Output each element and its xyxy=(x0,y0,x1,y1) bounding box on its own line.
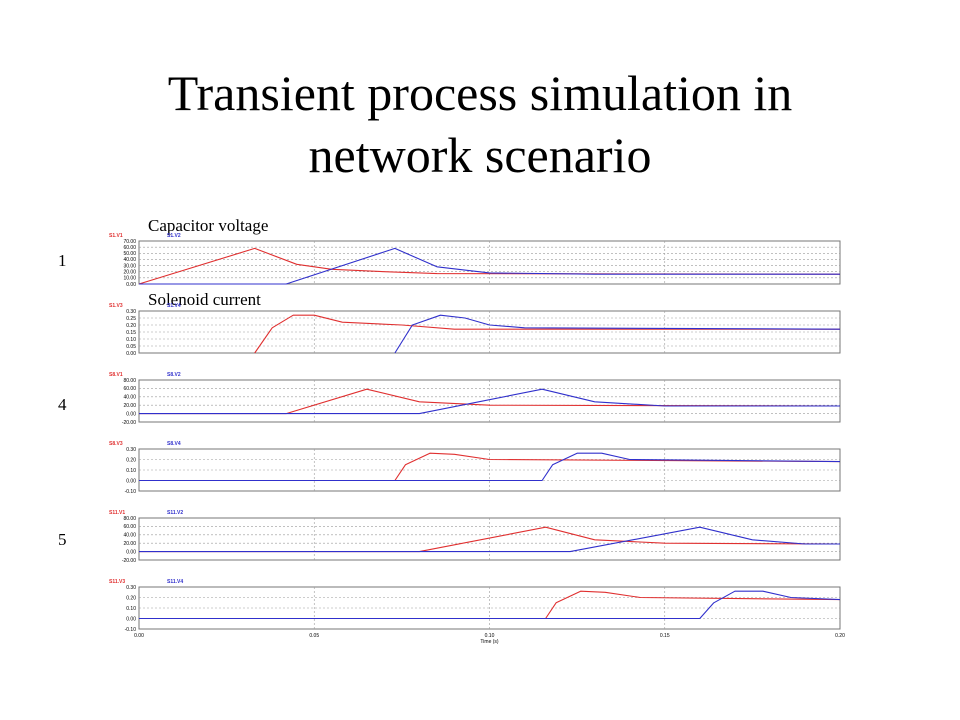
y-tick-label: 60.00 xyxy=(123,386,136,392)
y-tick-label: 0.00 xyxy=(126,549,136,555)
y-tick-label: -0.10 xyxy=(125,627,137,633)
y-tick-label: 0.10 xyxy=(126,468,136,474)
y-tick-label: 0.20 xyxy=(126,457,136,463)
legend-label-blue: S8.V4 xyxy=(167,441,181,447)
series-line-s8-v4 xyxy=(139,452,841,482)
y-tick-label: 0.05 xyxy=(126,344,136,350)
y-tick-label: -20.00 xyxy=(122,420,136,426)
series-line-s8-v2 xyxy=(139,388,840,415)
x-tick-label: 0.00 xyxy=(134,633,144,639)
title-line-1: Transient process simulation in xyxy=(167,65,793,121)
y-tick-label: 0.00 xyxy=(126,282,136,288)
y-tick-label: 60.00 xyxy=(123,524,136,530)
y-tick-label: -0.10 xyxy=(125,489,137,495)
y-tick-label: 80.00 xyxy=(123,516,136,522)
y-tick-label: 20.00 xyxy=(123,403,136,409)
series-line-s1-v2 xyxy=(139,247,840,285)
page-title: Transient process simulation in network … xyxy=(0,62,960,186)
y-tick-label: 0.10 xyxy=(126,337,136,343)
y-tick-label: 10.00 xyxy=(123,276,136,282)
y-tick-label: 0.25 xyxy=(126,316,136,322)
y-tick-label: 0.10 xyxy=(126,606,136,612)
x-tick-label: 0.10 xyxy=(485,633,495,639)
legend-label-red: S11.V1 xyxy=(109,510,125,516)
y-tick-label: 50.00 xyxy=(123,251,136,257)
legend-label-red: S8.V3 xyxy=(109,441,123,447)
series-line-s1-v4 xyxy=(394,314,841,354)
caption-solenoid-current: Solenoid current xyxy=(148,290,261,309)
y-tick-label: 0.20 xyxy=(126,595,136,601)
legend-label-red: S8.V1 xyxy=(109,372,123,378)
y-tick-label: 40.00 xyxy=(123,395,136,401)
y-tick-label: 0.00 xyxy=(126,411,136,417)
scenario-label-4: 4 xyxy=(58,395,67,414)
y-tick-label: 20.00 xyxy=(123,270,136,276)
y-tick-label: 0.00 xyxy=(126,478,136,484)
y-tick-label: 0.30 xyxy=(126,447,136,453)
y-tick-label: 0.20 xyxy=(126,323,136,329)
series-line-s11-v4 xyxy=(139,590,841,620)
legend-label-red: S1.V3 xyxy=(109,303,123,309)
y-tick-label: 0.15 xyxy=(126,330,136,336)
legend-label-blue: S1.V4 xyxy=(167,303,181,309)
legend-label-red: S11.V3 xyxy=(109,579,125,585)
y-tick-label: 40.00 xyxy=(123,257,136,263)
x-tick-label: 0.20 xyxy=(835,633,845,639)
scenario-label-1: 1 xyxy=(58,251,67,270)
scenario-label-5: 5 xyxy=(58,530,67,549)
y-tick-label: 20.00 xyxy=(123,541,136,547)
x-axis-label: Time (s) xyxy=(480,639,498,645)
y-tick-label: 0.30 xyxy=(126,309,136,315)
legend-label-blue: S11.V2 xyxy=(167,510,183,516)
legend-label-blue: S8.V2 xyxy=(167,372,181,378)
series-line-s1-v3 xyxy=(254,314,840,354)
x-tick-label: 0.05 xyxy=(309,633,319,639)
y-tick-label: -20.00 xyxy=(122,558,136,564)
y-tick-label: 40.00 xyxy=(123,533,136,539)
caption-capacitor-voltage: Capacitor voltage xyxy=(148,216,269,235)
y-tick-label: 0.00 xyxy=(126,351,136,357)
legend-label-red: S1.V1 xyxy=(109,233,123,239)
series-line-s11-v2 xyxy=(139,526,840,553)
y-tick-label: 80.00 xyxy=(123,378,136,384)
y-tick-label: 0.30 xyxy=(126,585,136,591)
y-tick-label: 60.00 xyxy=(123,245,136,251)
legend-label-blue: S1.V2 xyxy=(167,233,181,239)
y-tick-label: 0.00 xyxy=(126,616,136,622)
y-tick-label: 30.00 xyxy=(123,263,136,269)
legend-label-blue: S11.V4 xyxy=(167,579,183,585)
title-line-2: network scenario xyxy=(308,127,652,183)
x-tick-label: 0.15 xyxy=(660,633,670,639)
y-tick-label: 70.00 xyxy=(123,239,136,245)
